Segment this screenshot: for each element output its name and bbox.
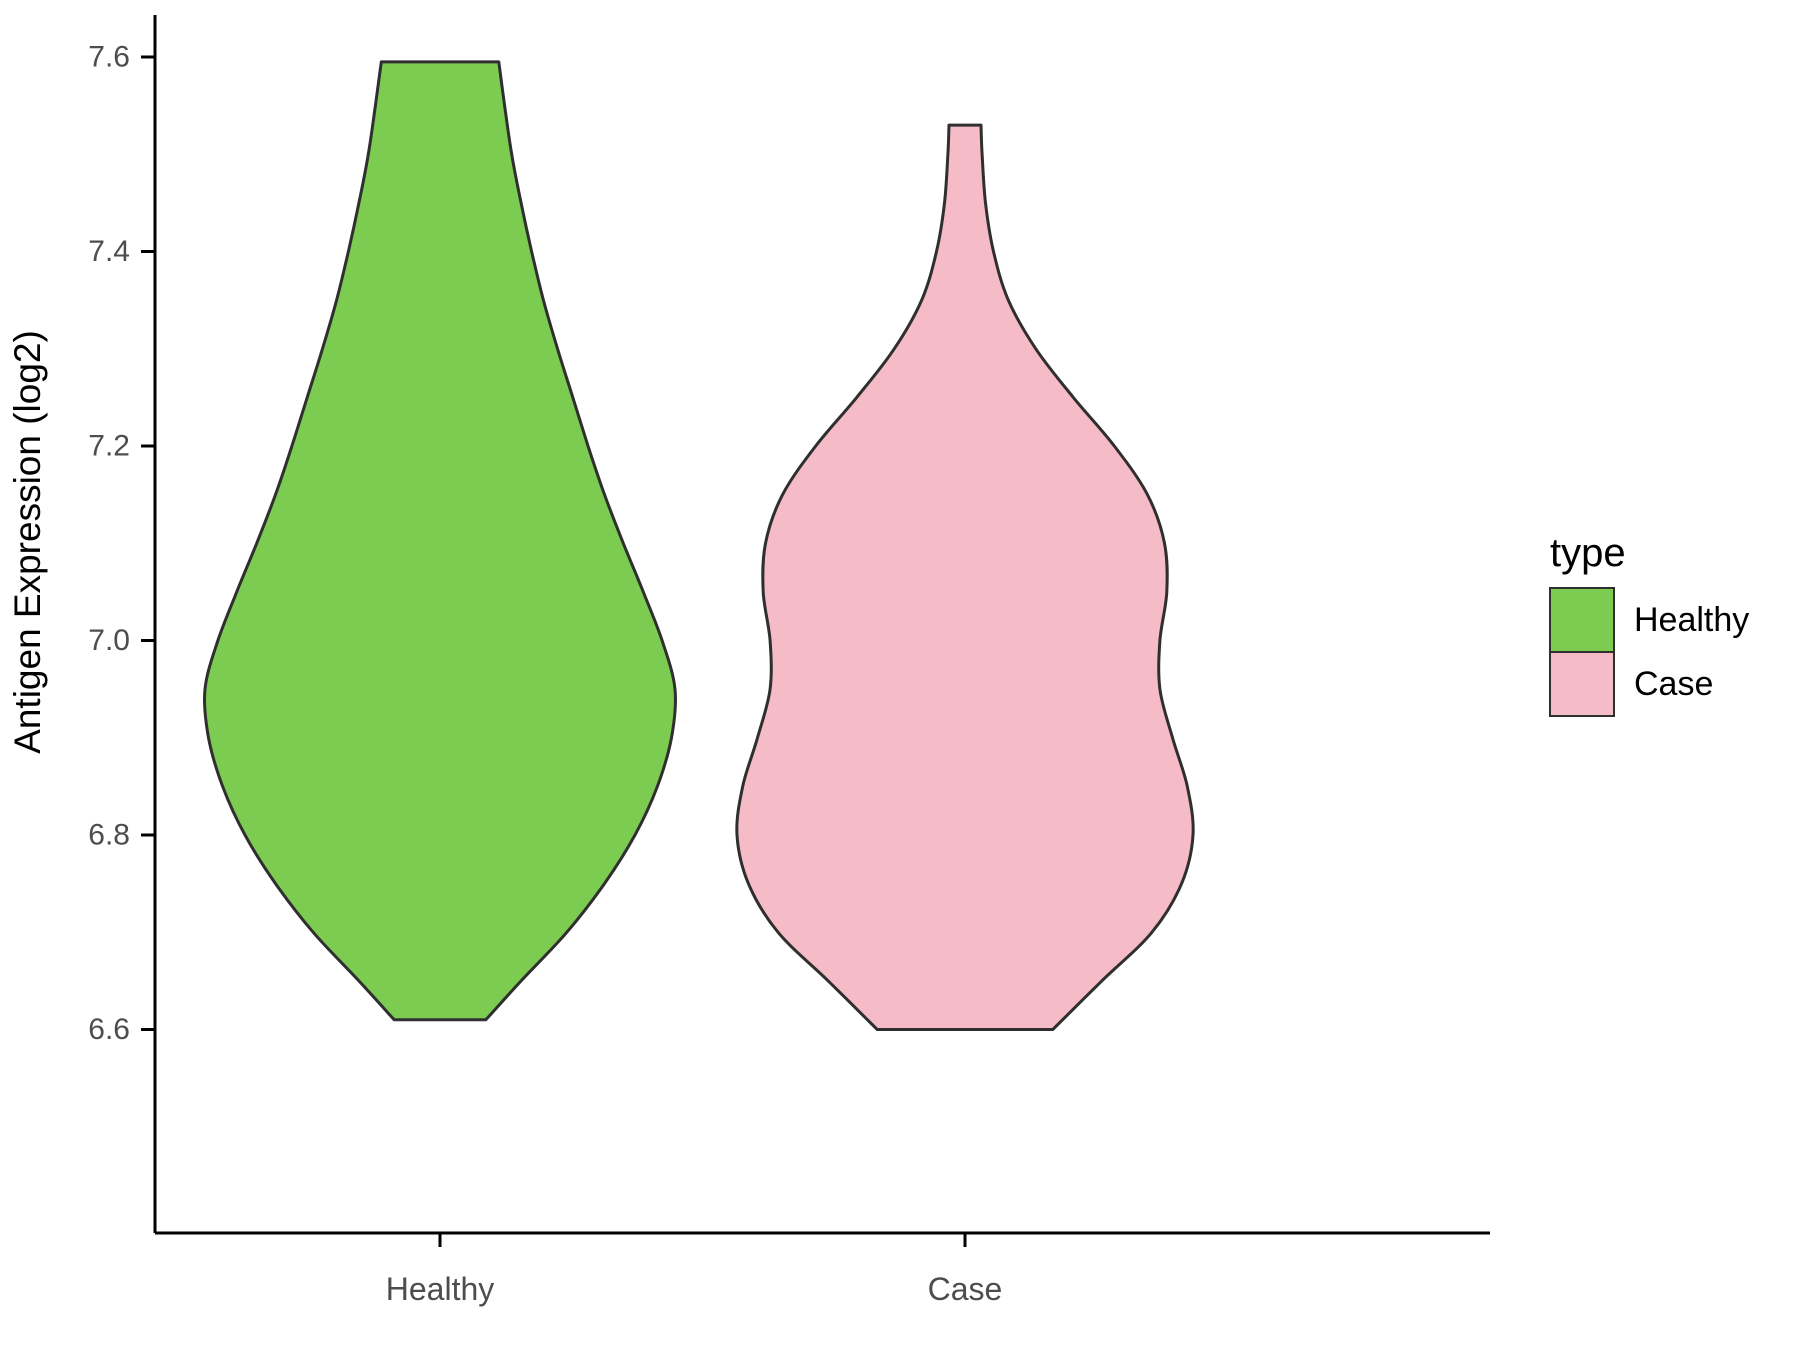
legend-title: type: [1550, 531, 1626, 575]
violin-healthy: [202, 60, 678, 1022]
y-axis-title: Antigen Expression (log2): [7, 330, 48, 754]
legend-label-case: Case: [1634, 665, 1713, 703]
legend-key-healthy: [1549, 587, 1615, 653]
y-tick-label: 6.8: [88, 819, 130, 852]
legend-key-case: [1549, 651, 1615, 717]
y-tick-label: 7.0: [88, 624, 130, 657]
legend-label-healthy: Healthy: [1634, 601, 1749, 639]
y-tick-label: 7.6: [88, 41, 130, 74]
x-tick-label-healthy: Healthy: [386, 1271, 495, 1307]
y-tick-label: 7.2: [88, 430, 130, 463]
y-tick-label: 6.6: [88, 1013, 130, 1046]
violin-case: [735, 123, 1195, 1031]
chart-generated-layer: 6.6 6.8 7.0 7.2 7.4 7.6 Healthy Case Healthy Case: [88, 15, 1749, 1307]
x-tick-label-case: Case: [928, 1271, 1003, 1307]
y-tick-label: 7.4: [88, 235, 130, 268]
